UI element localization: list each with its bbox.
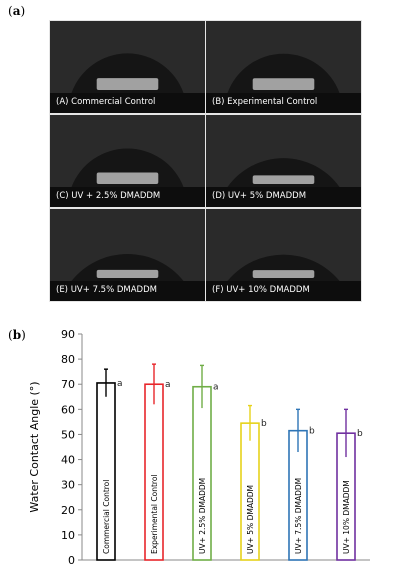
droplet-reflection: [96, 78, 159, 90]
droplet-image-caption: (F) UV+ 10% DMADDM: [212, 285, 310, 295]
droplet-reflection: [252, 270, 315, 278]
significance-letter: a: [213, 383, 219, 393]
droplet-image-grid: (A) Commercial Control (B) Experimental C…: [49, 20, 362, 302]
significance-letter: b: [261, 419, 267, 429]
contact-angle-bar-chart: 0 10 20 30 40 50 60 70 80 90 Water Contact Angle (…: [28, 328, 370, 567]
category-label: Experimental Control: [150, 474, 159, 554]
y-tick-label: 0: [68, 554, 75, 567]
category-label: UV+ 10% DMADDM: [342, 480, 351, 554]
y-tick-label: 80: [61, 353, 75, 366]
y-tick-label: 60: [61, 403, 75, 416]
droplet-image: (F) UV+ 10% DMADDM: [206, 209, 361, 301]
droplet-image-caption: (D) UV+ 5% DMADDM: [212, 191, 307, 201]
y-tick-label: 10: [61, 529, 75, 542]
droplet-reflection: [96, 172, 159, 184]
y-tick-label: 70: [61, 378, 75, 391]
droplet-image: (C) UV + 2.5% DMADDM: [50, 115, 205, 207]
droplet-image-caption: (A) Commercial Control: [56, 97, 156, 107]
y-tick-label: 50: [61, 428, 75, 441]
significance-letter: b: [309, 427, 315, 437]
category-label: Commercial Control: [102, 480, 111, 554]
category-label: UV+ 2.5% DMADDM: [198, 478, 207, 554]
droplet-image-caption: (B) Experimental Control: [212, 97, 318, 107]
droplet-image: (A) Commercial Control: [50, 21, 205, 113]
droplet-image: (B) Experimental Control: [206, 21, 361, 113]
y-tick-label: 20: [61, 504, 75, 517]
significance-letter: b: [357, 429, 363, 439]
panel-b-label: (b): [8, 328, 26, 342]
droplet-reflection: [252, 78, 315, 90]
y-tick-label: 90: [61, 328, 75, 341]
category-label: UV+ 7.5% DMADDM: [294, 478, 303, 554]
significance-letter: a: [165, 380, 171, 390]
y-tick-label: 30: [61, 479, 75, 492]
droplet-image: (E) UV+ 7.5% DMADDM: [50, 209, 205, 301]
category-label: UV+ 5% DMADDM: [246, 485, 255, 554]
droplet-image-caption: (C) UV + 2.5% DMADDM: [56, 191, 161, 201]
y-axis-title: Water Contact Angle (°): [28, 381, 41, 512]
droplet-reflection: [96, 269, 159, 278]
y-tick-label: 40: [61, 454, 75, 467]
significance-letter: a: [117, 379, 123, 389]
droplet-image: (D) UV+ 5% DMADDM: [206, 115, 361, 207]
droplet-reflection: [252, 175, 315, 184]
droplet-image-caption: (E) UV+ 7.5% DMADDM: [56, 285, 157, 295]
panel-a-label: (a): [8, 4, 26, 18]
